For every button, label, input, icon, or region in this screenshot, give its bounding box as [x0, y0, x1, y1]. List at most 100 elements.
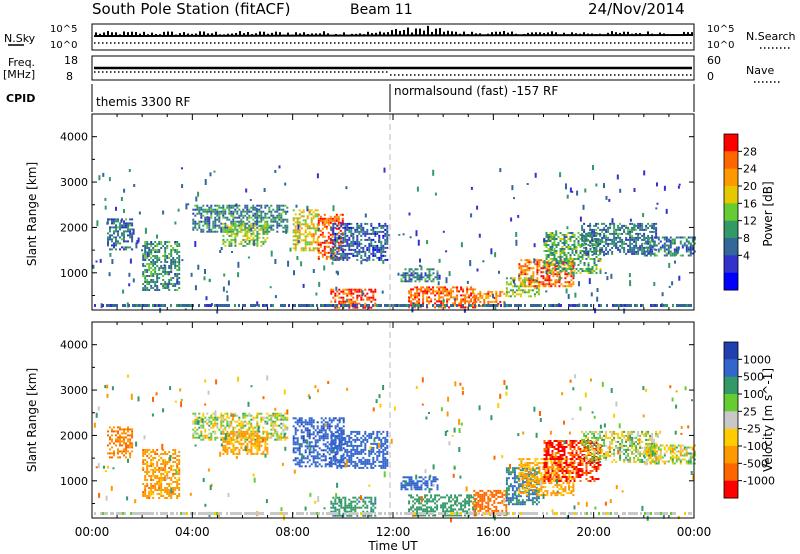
velocity-cell [308, 431, 311, 434]
power-cell [428, 276, 431, 279]
power-ground-cell [396, 304, 398, 307]
power-speck [665, 208, 668, 214]
power-cell [146, 281, 149, 283]
power-cell [635, 252, 638, 255]
velocity-cell [310, 423, 313, 426]
power-cell [280, 218, 283, 221]
power-speck [203, 276, 206, 281]
power-cell [470, 300, 473, 303]
velocity-cell [178, 461, 181, 463]
velocity-cell [160, 457, 163, 459]
power-cell [621, 240, 624, 243]
power-cell [356, 306, 359, 309]
power-cell [348, 306, 351, 309]
power-cell [605, 228, 608, 231]
power-cell [337, 249, 340, 252]
power-cell [434, 294, 437, 297]
power-ground-cell [690, 304, 692, 307]
velocity-cell [226, 438, 229, 441]
power-cell [643, 246, 646, 249]
power-cell [196, 228, 199, 231]
power-cell [144, 249, 147, 251]
velocity-cell [298, 425, 301, 428]
power-cell [304, 245, 307, 248]
power-cell [252, 214, 255, 217]
velocity-cell [298, 421, 301, 424]
power-cell [641, 228, 644, 231]
velocity-cell [113, 450, 115, 453]
power-cell [599, 240, 602, 242]
velocity-cell [246, 432, 249, 435]
power-cell [178, 287, 181, 289]
power-cell [466, 306, 469, 309]
power-cell [489, 294, 492, 297]
power-cell [364, 222, 367, 225]
power-cell [645, 240, 648, 243]
power-cell [335, 213, 338, 216]
power-cell [633, 228, 636, 231]
power-cell [583, 252, 586, 254]
power-cell [438, 286, 441, 289]
power-cell [526, 259, 529, 262]
power-cell [440, 292, 443, 295]
velocity-cell [240, 436, 243, 439]
velocity-cell [121, 432, 123, 435]
power-cell [154, 257, 157, 259]
velocity-cell [146, 463, 149, 465]
power-cell [240, 218, 243, 221]
power-cell [495, 290, 498, 293]
velocity-cell [178, 473, 181, 475]
velocity-cell [250, 450, 253, 453]
power-cell [613, 244, 616, 247]
power-cell [551, 234, 554, 236]
power-cell [436, 272, 439, 275]
power-cell [497, 302, 500, 305]
power-cell [240, 224, 243, 227]
power-cell [376, 250, 379, 253]
power-cell [566, 273, 569, 276]
velocity-cell [198, 426, 201, 429]
velocity-cell [260, 416, 263, 419]
velocity-cell [266, 448, 269, 451]
power-cell [178, 243, 181, 245]
power-cell [513, 285, 516, 288]
velocity-cell [142, 455, 145, 457]
velocity-cell [316, 453, 319, 456]
power-cell [495, 298, 498, 301]
power-cell [348, 242, 351, 245]
velocity-cell [276, 432, 279, 435]
nsky-bar [107, 31, 109, 36]
power-cell [142, 289, 145, 291]
power-cell [551, 242, 554, 244]
power-cell [420, 272, 423, 275]
power-cell [234, 234, 237, 237]
power-cell [162, 271, 165, 273]
power-cell [344, 224, 347, 227]
power-cell [528, 269, 531, 272]
power-cell [336, 294, 339, 297]
power-ground-cell [148, 304, 150, 307]
power-cell [220, 228, 223, 231]
power-cell [162, 287, 165, 289]
power-ground-cell [322, 304, 324, 307]
power-cell [635, 242, 638, 245]
velocity-cell [144, 463, 147, 465]
power-cell [372, 230, 375, 233]
nsky-bar [239, 31, 241, 36]
velocity-cell [300, 465, 303, 468]
power-cell [200, 208, 203, 211]
power-speck [262, 232, 265, 235]
power-cell [350, 294, 353, 297]
nsky-bar [243, 33, 245, 36]
power-cell [246, 230, 249, 233]
power-cell [384, 222, 387, 225]
velocity-cell [322, 433, 325, 436]
velocity-cell [152, 485, 155, 487]
power-cell [436, 300, 439, 303]
power-cell [538, 269, 541, 272]
velocity-cell [240, 434, 243, 437]
velocity-cell [312, 425, 315, 428]
power-cell [352, 288, 355, 291]
velocity-cell [226, 436, 229, 439]
power-cell [487, 302, 490, 305]
